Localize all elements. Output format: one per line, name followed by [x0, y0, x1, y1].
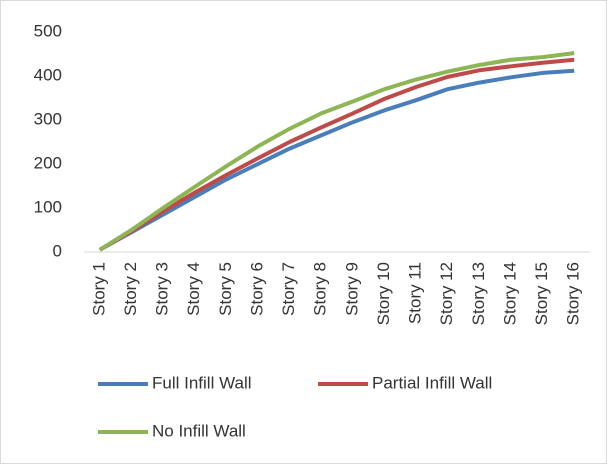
x-tick-label: Story 11 — [406, 262, 425, 324]
legend-label: No Infill Wall — [152, 421, 246, 440]
legend-label: Full Infill Wall — [152, 373, 252, 392]
series-line — [98, 57, 575, 252]
x-tick-label: Story 1 — [89, 262, 108, 316]
x-tick-label: Story 8 — [311, 262, 330, 316]
x-tick-label: Story 6 — [247, 262, 266, 316]
y-tick-label: 100 — [34, 197, 62, 216]
x-tick-label: Story 16 — [564, 262, 583, 325]
x-tick-label: Story 2 — [121, 262, 140, 316]
x-tick-label: Story 5 — [216, 262, 235, 316]
y-tick-label: 300 — [34, 109, 62, 128]
series-line — [98, 51, 575, 252]
y-tick-label: 400 — [34, 65, 62, 84]
y-tick-label: 200 — [34, 153, 62, 172]
x-tick-label: Story 3 — [153, 262, 172, 316]
x-tick-label: Story 13 — [469, 262, 488, 325]
legend-label: Partial Infill Wall — [372, 373, 492, 392]
x-tick-label: Story 4 — [184, 262, 203, 316]
x-tick-label: Story 10 — [374, 262, 393, 325]
x-tick-label: Story 9 — [342, 262, 361, 316]
series-line — [98, 68, 575, 252]
y-tick-label: 0 — [53, 241, 62, 260]
x-tick-label: Story 15 — [532, 262, 551, 325]
x-tick-label: Story 12 — [437, 262, 456, 325]
x-tick-label: Story 14 — [500, 262, 519, 325]
y-tick-label: 500 — [34, 21, 62, 40]
x-tick-label: Story 7 — [279, 262, 298, 316]
